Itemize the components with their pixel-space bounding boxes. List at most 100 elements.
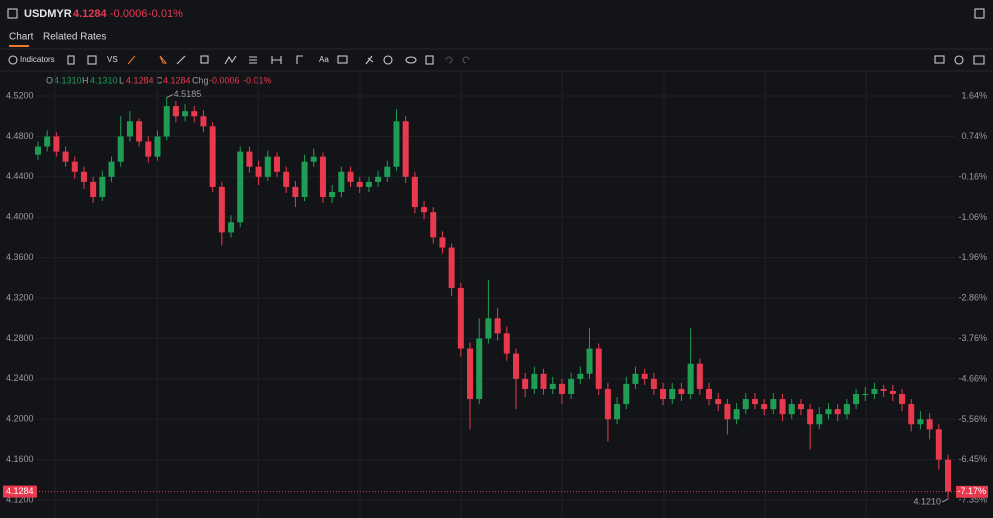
candle-body (660, 388, 667, 400)
last-price-box (3, 485, 37, 498)
visibility-tool[interactable] (405, 56, 417, 64)
candle-body (356, 181, 363, 187)
candle-body (402, 121, 409, 177)
candle-body (99, 176, 106, 198)
delete-tool[interactable] (425, 55, 434, 65)
y2-tick-label: 0.74% (961, 131, 987, 141)
y-tick-label: 4.3200 (6, 292, 34, 302)
arrow-tool[interactable] (296, 55, 303, 64)
tab-related[interactable]: Related Rates (43, 32, 106, 43)
line-tool[interactable] (176, 55, 186, 65)
candle-body (145, 141, 152, 157)
candle-body (761, 404, 768, 410)
legend-value: -0.01% (243, 75, 272, 85)
y-tick-label: 4.1200 (6, 494, 34, 504)
fullscreen[interactable] (973, 55, 985, 65)
candle-body (53, 136, 60, 152)
indicators-icon[interactable] (8, 55, 18, 65)
candle-body (430, 212, 437, 238)
candle-body (549, 383, 556, 389)
change-pct: -0.01% (148, 8, 183, 20)
y2-tick-label: -0.16% (958, 171, 987, 181)
candle-body (301, 161, 308, 198)
candle-body (273, 156, 280, 172)
symbol: USDMYR (24, 8, 72, 20)
candle-body (228, 222, 235, 233)
candle-body (945, 459, 951, 492)
last-price-label: 4.1284 (6, 486, 34, 496)
y2-tick-label: -6.45% (958, 454, 987, 464)
candle-body (237, 151, 244, 223)
magnet-tool[interactable] (365, 55, 374, 65)
compare-button[interactable]: VS (107, 55, 118, 64)
candle-body (834, 409, 841, 415)
last-change-label: -7.17% (957, 486, 986, 496)
candle-body (393, 121, 400, 167)
candle-body (218, 186, 225, 233)
candle-body (788, 404, 795, 415)
candle-body (751, 399, 758, 405)
candle-body (706, 388, 713, 400)
cursor-tool[interactable] (159, 55, 168, 64)
settings[interactable] (954, 55, 964, 65)
pattern-tool[interactable] (224, 55, 237, 65)
candle-body (503, 333, 510, 354)
measure-tool[interactable] (271, 56, 282, 64)
snapshot[interactable] (934, 55, 945, 64)
candle-body (108, 161, 115, 177)
tab-chart[interactable]: Chart (9, 32, 34, 43)
candle-body (283, 171, 290, 187)
y-tick-label: 4.4000 (6, 212, 34, 222)
y-tick-label: 4.5200 (6, 90, 34, 100)
candle-body (669, 388, 676, 400)
fib-tool[interactable] (249, 56, 257, 64)
candle-body (935, 429, 942, 460)
candle-body (448, 247, 455, 288)
candle-body (421, 207, 428, 213)
tab-underline (9, 45, 29, 47)
min-label: 4.1210 (913, 496, 941, 506)
legend-value: -0.0006 (209, 75, 240, 85)
draw-tool[interactable] (127, 55, 136, 65)
candle-body (871, 388, 878, 394)
symbol-icon[interactable] (7, 8, 18, 19)
change: -0.0006 (110, 8, 147, 20)
y2-tick-label: -4.66% (958, 373, 987, 383)
candle-body (209, 126, 216, 187)
candle-body (632, 373, 639, 384)
candle-body (338, 171, 345, 192)
candle-body (439, 237, 446, 248)
max-label: 4.5185 (174, 89, 202, 99)
lock-tool[interactable] (383, 55, 393, 65)
undo[interactable] (445, 56, 453, 64)
candle-body (485, 318, 492, 339)
y-tick-label: 4.2000 (6, 414, 34, 424)
candle-type[interactable] (67, 55, 75, 65)
price: 4.1284 (73, 8, 108, 20)
candle-body (80, 171, 87, 182)
candle-body (623, 383, 630, 405)
y2-tick-label: -1.06% (958, 212, 987, 222)
candle-body (255, 166, 262, 177)
candle-body (779, 399, 786, 415)
text-tool[interactable]: Aa (319, 55, 329, 64)
note-tool[interactable] (337, 55, 348, 64)
candle-body (172, 106, 179, 117)
y-tick-label: 4.3600 (6, 252, 34, 262)
indicators-button[interactable]: Indicators (20, 55, 55, 64)
candle-body (650, 378, 657, 389)
max-leader (166, 94, 173, 99)
redo[interactable] (462, 56, 470, 64)
candle-body (457, 287, 464, 349)
panel-toggle[interactable] (974, 8, 985, 19)
candle-body (724, 404, 731, 420)
shape-tool[interactable] (200, 55, 209, 64)
legend-key: H (82, 75, 89, 85)
chart-style[interactable] (87, 55, 97, 65)
candle-body (586, 348, 593, 374)
candle-body (641, 373, 648, 379)
candle-body (531, 373, 538, 389)
candle-body (117, 136, 124, 162)
y2-tick-label: -7.35% (958, 494, 987, 504)
candle-body (375, 176, 382, 182)
